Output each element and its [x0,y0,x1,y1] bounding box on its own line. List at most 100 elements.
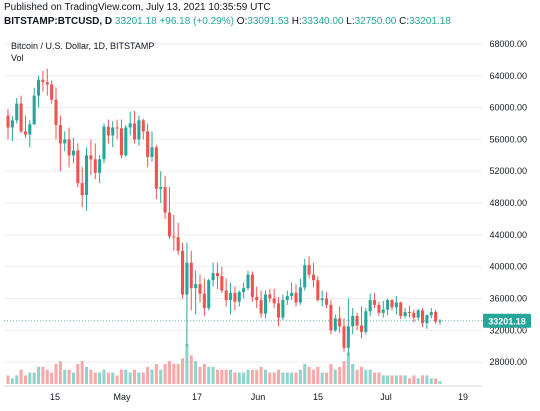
volume-bar [154,364,158,384]
volume-bar [425,375,429,384]
candle-body [159,187,163,189]
candle-body [281,300,285,318]
volume-bar [346,352,350,384]
candle-body [98,159,102,173]
y-tick-label: 40000.00 [489,262,527,272]
open-value: 33091.53 [247,16,289,27]
candle-body [311,274,315,281]
candle-body [425,315,429,324]
candle-body [290,292,294,297]
volume-bar [207,366,211,384]
candle-body [377,304,381,313]
candle-body [28,124,32,135]
candle-body [246,274,250,289]
volume-bar [373,372,377,384]
last-price-label: 33201.18 [488,316,526,326]
volume-bar [320,372,324,384]
candle-body [320,298,324,301]
candle-body [381,309,385,313]
candle-body [111,127,115,136]
volume-bar [237,372,241,384]
volume-bar [137,372,141,384]
candle-body [333,318,337,331]
plot-area [4,32,482,386]
volume-bar [37,366,41,384]
close-label: C: [399,16,410,27]
candle-body [141,120,145,132]
candle-body [386,300,390,310]
volume-bar [41,366,45,384]
volume-bar [58,361,62,384]
x-tick-label: 15 [313,392,323,402]
candle-body [329,304,333,331]
candle-body [250,274,254,297]
volume-bar [93,372,97,384]
candle-body [229,292,233,301]
volume-bar [181,358,185,384]
volume-bar [220,369,224,384]
candle-body [163,187,167,213]
volume-bar [32,372,36,384]
candle-body [93,159,97,173]
candle-body [50,84,54,100]
volume-bar [233,372,237,384]
candle-body [438,320,442,322]
volume-bar [19,369,23,384]
candle-body [19,103,23,132]
candle-body [342,326,346,348]
candle-body [137,120,141,140]
open-label: O: [236,16,248,27]
candle-body [172,236,176,238]
last-value: 33201.18 [114,16,157,27]
y-tick-label: 36000.00 [489,293,527,303]
volume-bar [89,369,93,384]
y-tick-label: 64000.00 [489,71,527,81]
volume-bar [189,355,193,384]
volume-bar [364,369,368,384]
volume-bar [159,369,163,384]
volume-bar [407,378,411,384]
candle-body [185,262,189,295]
volume-bar [106,372,110,384]
candle-body [154,147,158,189]
x-tick-label: 19 [458,392,468,402]
volume-label: Vol [11,53,24,63]
low-label: L: [346,16,355,27]
volume-bar [115,375,119,384]
candle-body [307,265,311,275]
volume-bar [141,372,145,384]
candle-body [346,326,350,348]
volume-bar [421,375,425,384]
x-tick-label: May [113,392,131,402]
candle-body [6,115,10,128]
candle-body [54,99,58,126]
volume-bar [290,372,294,384]
volume-bar [263,369,267,384]
candle-body [338,318,342,327]
volume-bar [412,375,416,384]
volume-bar [368,369,372,384]
candle-body [233,292,237,302]
price-chart[interactable]: 68000.00 64000.00 60000.00 56000.00 52000.00… [0,30,540,411]
candle-body [102,126,106,160]
x-tick-label: 15 [50,392,60,402]
volume-bar [281,372,285,384]
candle-body [316,280,320,301]
candle-body [58,125,62,144]
candle-body [416,310,420,318]
candle-body [124,127,128,156]
volume-bar [277,369,281,384]
candle-body [194,284,198,289]
volume-bar [307,366,311,384]
y-tick-label: 68000.00 [489,39,527,49]
volume-bar [176,364,180,384]
y-tick-label: 28000.00 [489,357,527,367]
published-note: Published on TradingView.com, July 13, 2… [4,2,271,13]
candle-body [189,262,193,289]
volume-bar [285,372,289,384]
volume-bar [10,378,14,384]
candle-body [76,150,80,184]
candle-body [202,293,206,309]
volume-bar [23,375,27,384]
volume-bar [429,378,433,384]
